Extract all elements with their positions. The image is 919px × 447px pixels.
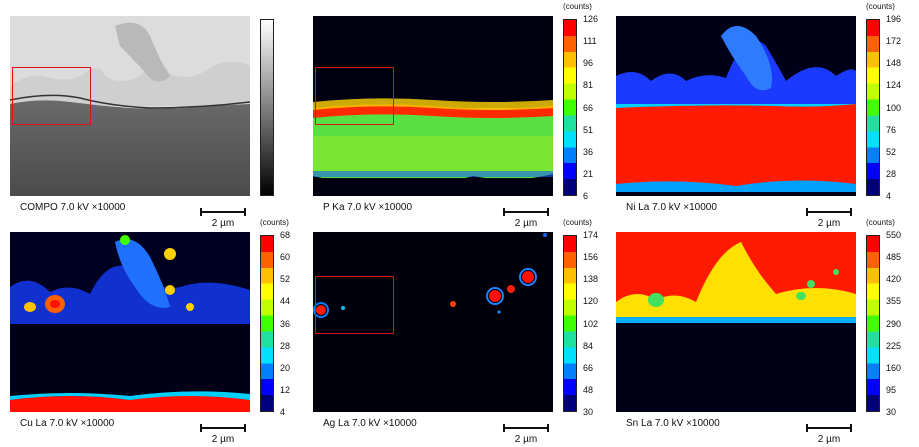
colorbar-tick-label: 225 bbox=[886, 340, 902, 351]
ni-la-panel: (counts) 196 172 148 124 100 76 52 28 4 Ni La 7.… bbox=[616, 2, 919, 231]
colorbar-tick-label: 148 bbox=[886, 58, 902, 69]
colorbar-tick-label: 485 bbox=[886, 252, 902, 263]
colorbar bbox=[866, 19, 880, 196]
colorbar-ticks: 174 156 138 120 102 84 66 48 30 bbox=[583, 230, 617, 417]
colorbar-tick-label: 6 bbox=[583, 191, 589, 201]
panel-label: Cu La 7.0 kV ×10000 bbox=[20, 418, 115, 429]
colorbar-tick-label: 196 bbox=[886, 14, 902, 24]
colorbar bbox=[866, 235, 880, 412]
colorbar-unit: (counts) bbox=[866, 218, 895, 227]
colorbar-tick-label: 100 bbox=[886, 102, 902, 113]
colorbar-tick-label: 96 bbox=[583, 58, 594, 69]
colorbar-tick-label: 66 bbox=[583, 102, 594, 113]
ni-la-map bbox=[616, 16, 856, 196]
colorbar-tick-label: 30 bbox=[583, 407, 594, 417]
p-ka-map bbox=[313, 16, 553, 196]
cu-la-map bbox=[10, 232, 250, 412]
roi-rectangle bbox=[315, 67, 394, 125]
p-ka-panel: (counts) 126 111 96 81 66 51 36 21 6 P Ka 7.0 kV… bbox=[313, 2, 613, 231]
colorbar-tick-label: 20 bbox=[280, 362, 291, 373]
panel-label: Ag La 7.0 kV ×10000 bbox=[323, 418, 417, 429]
colorbar-tick-label: 156 bbox=[583, 252, 599, 263]
scale-text: 2 µm bbox=[211, 218, 235, 229]
colorbar-tick-label: 30 bbox=[886, 407, 897, 417]
scale-text: 2 µm bbox=[514, 434, 538, 445]
colorbar bbox=[563, 19, 577, 196]
colorbar-unit: (counts) bbox=[866, 2, 895, 11]
colorbar-ticks: 196 172 148 124 100 76 52 28 4 bbox=[886, 14, 919, 201]
colorbar-unit: (counts) bbox=[260, 218, 289, 227]
compo-panel: COMPO 7.0 kV ×10000 2 µm bbox=[10, 16, 310, 231]
scale-bar bbox=[200, 424, 246, 434]
panel-label: Ni La 7.0 kV ×10000 bbox=[626, 202, 717, 213]
colorbar-tick-label: 4 bbox=[280, 407, 286, 417]
scale-bar bbox=[503, 208, 549, 218]
panel-label: COMPO 7.0 kV ×10000 bbox=[20, 202, 126, 213]
colorbar-tick-label: 48 bbox=[583, 384, 594, 395]
colorbar-unit: (counts) bbox=[563, 2, 592, 11]
colorbar-ticks: 126 111 96 81 66 51 36 21 6 bbox=[583, 14, 617, 201]
ag-la-map bbox=[313, 232, 553, 412]
colorbar-tick-label: 550 bbox=[886, 230, 902, 240]
scale-text: 2 µm bbox=[514, 218, 538, 229]
colorbar-tick-label: 290 bbox=[886, 318, 902, 329]
colorbar-tick-label: 51 bbox=[583, 124, 594, 135]
ag-la-panel: (counts) 174 156 138 120 102 84 66 48 30 Ag La 7… bbox=[313, 218, 613, 447]
colorbar-ticks: 550 485 420 355 290 225 160 95 30 bbox=[886, 230, 919, 417]
sn-la-map bbox=[616, 232, 856, 412]
colorbar-tick-label: 28 bbox=[886, 168, 897, 179]
colorbar bbox=[260, 235, 274, 412]
colorbar-tick-label: 52 bbox=[280, 274, 291, 285]
colorbar-tick-label: 124 bbox=[886, 80, 902, 91]
colorbar-tick-label: 120 bbox=[583, 296, 599, 307]
colorbar-tick-label: 160 bbox=[886, 362, 902, 373]
compo-image bbox=[10, 16, 250, 196]
colorbar-tick-label: 126 bbox=[583, 14, 599, 24]
colorbar-tick-label: 68 bbox=[280, 230, 291, 240]
colorbar-tick-label: 111 bbox=[583, 36, 597, 47]
colorbar-tick-label: 420 bbox=[886, 274, 902, 285]
colorbar-tick-label: 172 bbox=[886, 36, 902, 47]
colorbar-unit: (counts) bbox=[563, 218, 592, 227]
colorbar-tick-label: 52 bbox=[886, 146, 897, 157]
scale-text: 2 µm bbox=[211, 434, 235, 445]
sn-la-panel: (counts) 550 485 420 355 290 225 160 95 30 Sn La… bbox=[616, 218, 919, 447]
scale-bar bbox=[806, 208, 852, 218]
colorbar-tick-label: 36 bbox=[280, 318, 291, 329]
scale-text: 2 µm bbox=[817, 434, 841, 445]
colorbar bbox=[563, 235, 577, 412]
colorbar-tick-label: 28 bbox=[280, 340, 291, 351]
colorbar-tick-label: 21 bbox=[583, 168, 594, 179]
scale-bar bbox=[200, 208, 246, 218]
colorbar-tick-label: 81 bbox=[583, 80, 594, 91]
colorbar-tick-label: 102 bbox=[583, 318, 599, 329]
colorbar-tick-label: 84 bbox=[583, 340, 594, 351]
colorbar-tick-label: 355 bbox=[886, 296, 902, 307]
cu-la-panel: (counts) 68 60 52 44 36 28 20 12 4 Cu La 7.0 kV … bbox=[10, 218, 310, 447]
scale-text: 2 µm bbox=[817, 218, 841, 229]
colorbar-tick-label: 138 bbox=[583, 274, 599, 285]
panel-label: Sn La 7.0 kV ×10000 bbox=[626, 418, 720, 429]
colorbar-tick-label: 12 bbox=[280, 384, 291, 395]
scale-bar bbox=[806, 424, 852, 434]
panel-label: P Ka 7.0 kV ×10000 bbox=[323, 202, 413, 213]
colorbar-tick-label: 60 bbox=[280, 252, 291, 263]
colorbar-tick-label: 36 bbox=[583, 146, 594, 157]
colorbar-tick-label: 174 bbox=[583, 230, 599, 240]
colorbar-tick-label: 66 bbox=[583, 362, 594, 373]
colorbar-ticks: 68 60 52 44 36 28 20 12 4 bbox=[280, 230, 314, 417]
gray-scale-bar bbox=[260, 19, 274, 196]
colorbar-tick-label: 76 bbox=[886, 124, 897, 135]
roi-rectangle bbox=[12, 67, 91, 125]
colorbar-tick-label: 95 bbox=[886, 384, 897, 395]
colorbar-tick-label: 44 bbox=[280, 296, 291, 307]
scale-bar bbox=[503, 424, 549, 434]
colorbar-tick-label: 4 bbox=[886, 191, 892, 201]
roi-rectangle bbox=[315, 276, 394, 334]
